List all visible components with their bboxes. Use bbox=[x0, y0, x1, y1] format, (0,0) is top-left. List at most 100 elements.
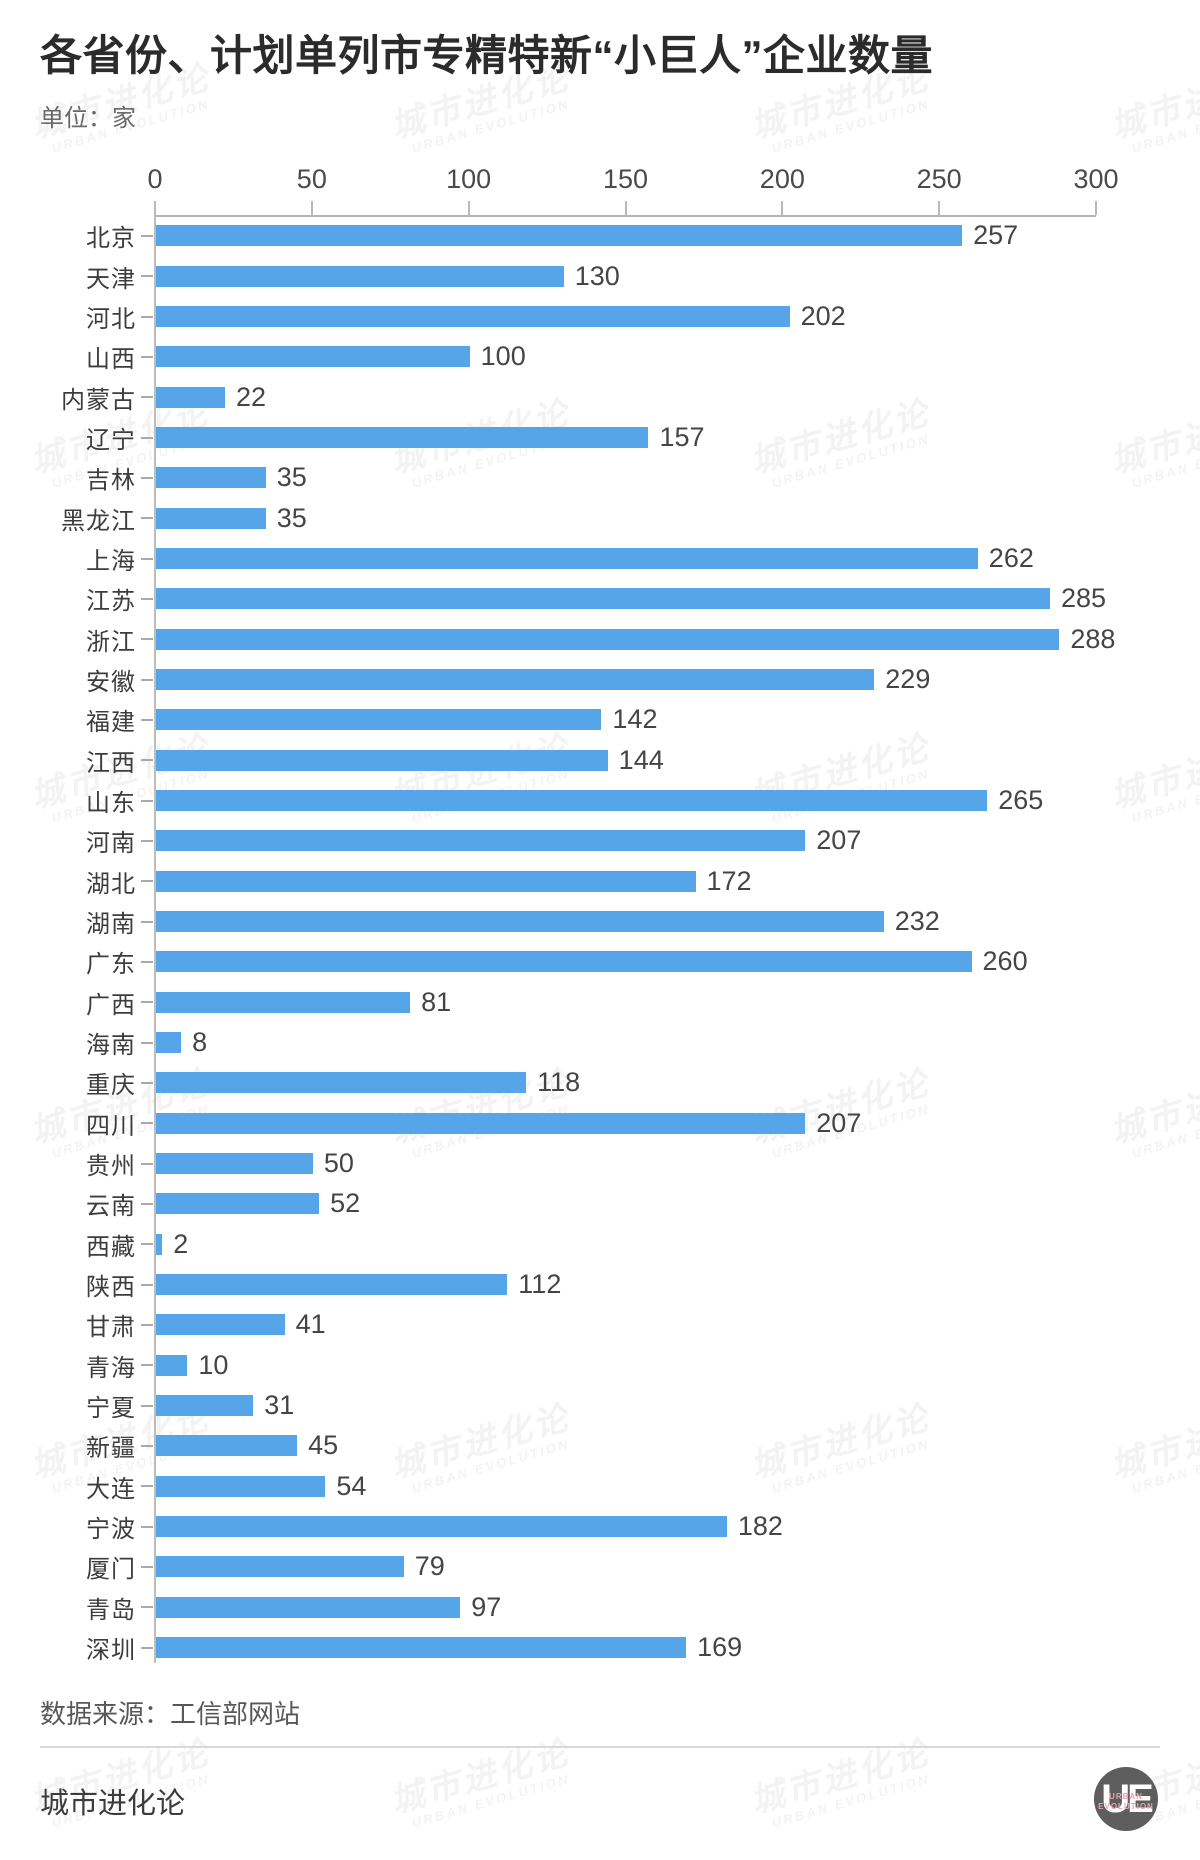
chart-row: 宁波 182 bbox=[0, 1506, 1200, 1546]
value-label: 35 bbox=[276, 502, 307, 533]
bar bbox=[156, 1314, 285, 1336]
chart-row: 新疆 45 bbox=[0, 1426, 1200, 1466]
bar bbox=[156, 709, 602, 731]
x-axis-tick bbox=[310, 201, 313, 215]
bar bbox=[156, 1395, 254, 1417]
chart-row: 陕西 112 bbox=[0, 1264, 1200, 1304]
bar bbox=[156, 1072, 527, 1094]
bar bbox=[156, 911, 884, 933]
chart-row: 河南 207 bbox=[0, 821, 1200, 861]
bar bbox=[156, 588, 1050, 610]
value-label: 50 bbox=[323, 1148, 354, 1179]
y-axis-tick bbox=[141, 436, 153, 439]
category-label: 甘肃 bbox=[86, 1314, 136, 1342]
category-label: 辽宁 bbox=[86, 427, 136, 455]
value-label: 169 bbox=[697, 1632, 743, 1663]
chart-row: 大连 54 bbox=[0, 1466, 1200, 1506]
bar bbox=[156, 467, 266, 489]
footer-divider bbox=[40, 1746, 1160, 1748]
y-axis-tick bbox=[141, 355, 153, 358]
chart-row: 天津 130 bbox=[0, 256, 1200, 296]
value-label: 100 bbox=[480, 341, 526, 372]
y-axis-tick bbox=[141, 880, 153, 883]
value-label: 118 bbox=[537, 1067, 581, 1098]
bar bbox=[156, 1233, 163, 1255]
value-label: 10 bbox=[198, 1349, 229, 1380]
category-label: 上海 bbox=[86, 548, 136, 576]
category-label: 吉林 bbox=[86, 467, 136, 495]
y-axis-tick bbox=[141, 1001, 153, 1004]
category-label: 江苏 bbox=[86, 588, 136, 616]
bar bbox=[156, 790, 988, 812]
value-label: 265 bbox=[998, 785, 1044, 816]
y-axis-tick bbox=[141, 557, 153, 560]
value-label: 97 bbox=[471, 1591, 502, 1622]
y-axis-tick bbox=[141, 517, 153, 520]
x-axis-tick bbox=[467, 201, 470, 215]
footer-brand: 城市进化论 bbox=[40, 1788, 186, 1820]
chart-row: 江西 144 bbox=[0, 740, 1200, 780]
bar bbox=[156, 830, 806, 852]
chart-row: 贵州 50 bbox=[0, 1143, 1200, 1183]
category-label: 深圳 bbox=[86, 1637, 136, 1665]
chart-row: 辽宁 157 bbox=[0, 417, 1200, 457]
y-axis-tick bbox=[141, 1162, 153, 1165]
category-label: 内蒙古 bbox=[61, 386, 136, 414]
bar bbox=[156, 1193, 320, 1215]
category-label: 山东 bbox=[86, 790, 136, 818]
bar bbox=[156, 669, 875, 691]
value-label: 202 bbox=[800, 301, 846, 332]
category-label: 青岛 bbox=[86, 1596, 136, 1624]
category-label: 海南 bbox=[86, 1032, 136, 1060]
category-label: 北京 bbox=[86, 225, 136, 253]
bar bbox=[156, 225, 963, 247]
category-label: 江西 bbox=[86, 749, 136, 777]
chart-row: 黑龙江 35 bbox=[0, 498, 1200, 538]
value-label: 142 bbox=[612, 704, 658, 735]
value-label: 260 bbox=[982, 946, 1028, 977]
value-label: 262 bbox=[988, 543, 1034, 574]
bar bbox=[156, 991, 411, 1013]
category-label: 重庆 bbox=[86, 1072, 136, 1100]
x-axis-tick-label: 200 bbox=[759, 164, 805, 194]
chart-row: 宁夏 31 bbox=[0, 1385, 1200, 1425]
page-title: 各省份、计划单列市专精特新“小巨人”企业数量 bbox=[40, 32, 934, 79]
bar bbox=[156, 507, 266, 529]
bar bbox=[156, 265, 564, 287]
category-label: 陕西 bbox=[86, 1274, 136, 1302]
chart-row: 广西 81 bbox=[0, 982, 1200, 1022]
x-axis-tick bbox=[938, 201, 941, 215]
chart-row: 内蒙古 22 bbox=[0, 377, 1200, 417]
category-label: 黑龙江 bbox=[61, 507, 136, 535]
bar bbox=[156, 548, 978, 570]
bar bbox=[156, 1516, 727, 1538]
value-label: 157 bbox=[659, 422, 705, 453]
chart-row: 四川 207 bbox=[0, 1103, 1200, 1143]
chart-row: 湖南 232 bbox=[0, 901, 1200, 941]
chart-row: 深圳 169 bbox=[0, 1627, 1200, 1667]
bar bbox=[156, 749, 608, 771]
value-label: 288 bbox=[1070, 623, 1116, 654]
chart-row: 福建 142 bbox=[0, 700, 1200, 740]
value-label: 182 bbox=[737, 1511, 783, 1542]
category-label: 河南 bbox=[86, 830, 136, 858]
x-axis-tick-label: 300 bbox=[1073, 164, 1119, 194]
y-axis-tick bbox=[141, 1404, 153, 1407]
logo-monogram: UE bbox=[1101, 1776, 1154, 1821]
category-label: 广东 bbox=[86, 951, 136, 979]
y-axis-tick bbox=[141, 275, 153, 278]
category-label: 新疆 bbox=[86, 1435, 136, 1463]
y-axis-tick bbox=[141, 678, 153, 681]
value-label: 2 bbox=[173, 1228, 189, 1259]
bar bbox=[156, 306, 790, 328]
chart-row: 云南 52 bbox=[0, 1184, 1200, 1224]
category-label: 湖北 bbox=[86, 870, 136, 898]
category-label: 厦门 bbox=[86, 1556, 136, 1584]
chart-row: 海南 8 bbox=[0, 1022, 1200, 1062]
chart-row: 山西 100 bbox=[0, 337, 1200, 377]
y-axis-tick bbox=[141, 1323, 153, 1326]
value-label: 112 bbox=[518, 1269, 562, 1300]
y-axis-tick bbox=[141, 1606, 153, 1609]
y-axis-tick bbox=[141, 1525, 153, 1528]
x-axis-line bbox=[155, 215, 1096, 217]
